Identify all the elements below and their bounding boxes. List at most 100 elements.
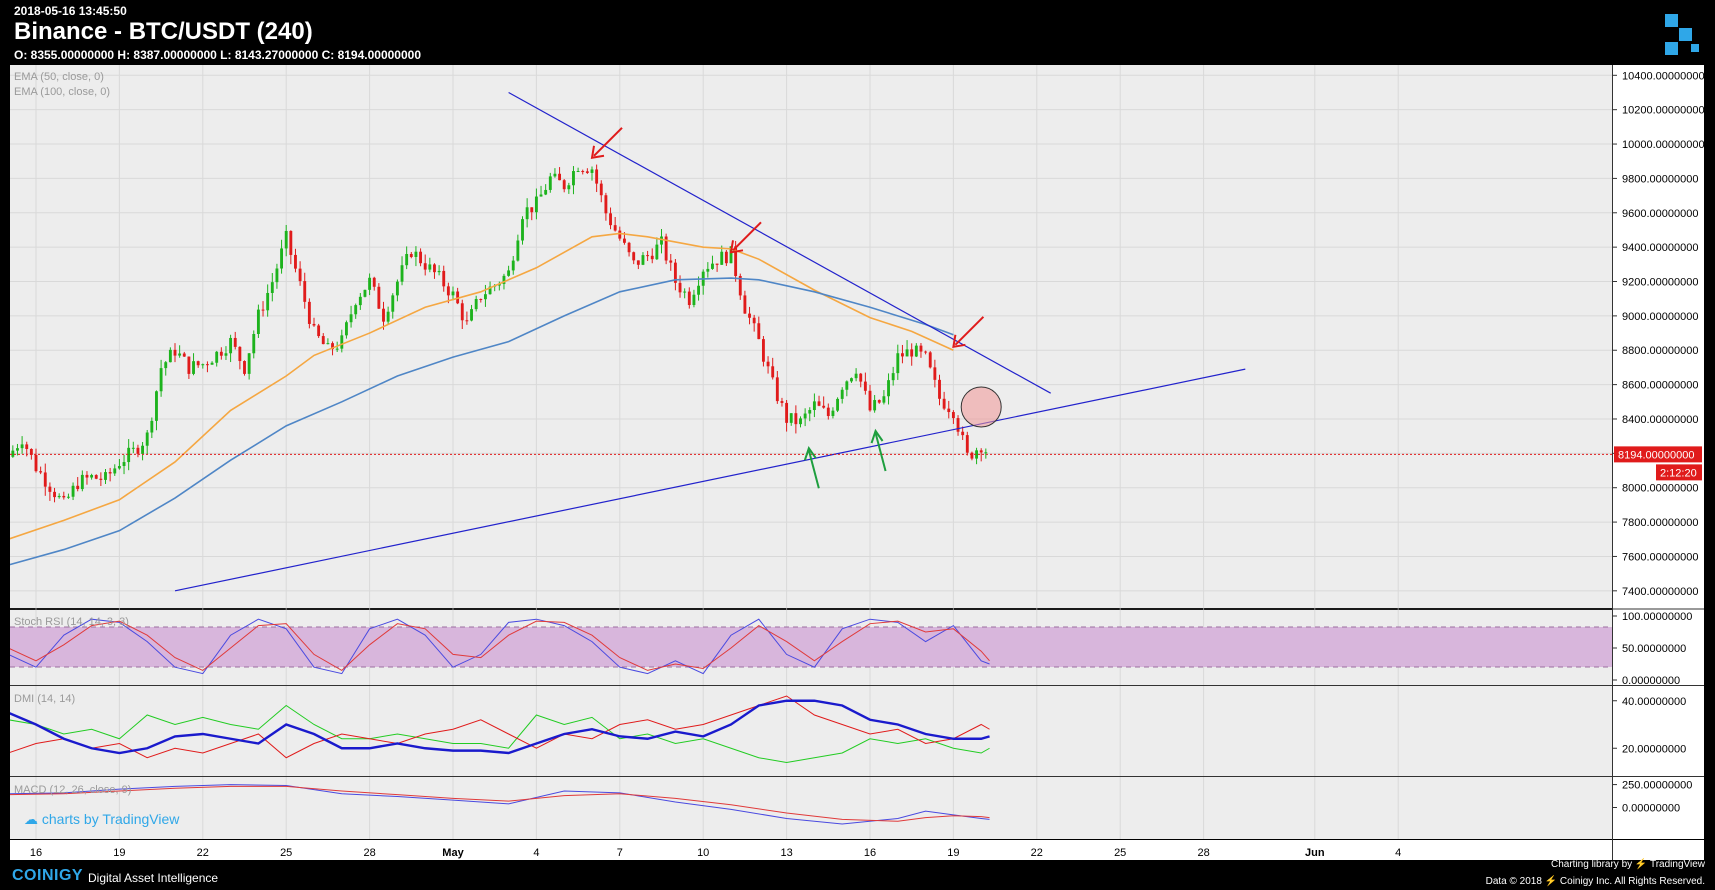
x-tick-label: 25 [280,847,292,859]
candle-down [76,485,80,490]
main-pane[interactable] [10,65,1612,608]
candle-down [442,270,446,287]
x-tick-label: 10 [697,847,709,859]
candle-up [414,251,418,257]
candle-up [873,400,877,411]
candle-down [382,308,385,322]
candle-down [53,491,56,498]
candle-down [757,323,761,340]
candle-down [868,390,872,411]
candle-up [215,351,219,363]
y-tick-label: 250.00000000 [1622,780,1692,792]
x-tick-label: 19 [113,847,125,859]
candle-down [321,336,325,345]
tradingview-watermark-text: charts by TradingView [41,811,180,827]
y-tick-label: 8800.00000000 [1622,345,1698,357]
dmi-pane[interactable] [10,686,1612,776]
candle-up [521,219,524,241]
candle-up [131,447,135,449]
candle-up [914,345,918,357]
candle-down [99,478,103,480]
candle-up [405,253,409,266]
candle-down [752,317,756,324]
uptrend-line [174,368,1246,592]
candle-up [641,255,645,265]
candle-up [497,283,501,286]
candle-down [687,291,691,306]
candle-down [738,276,742,296]
red-arrow-head [729,240,744,254]
candle-up [90,475,94,478]
candle-down [219,351,223,356]
candle-up [437,270,441,273]
candle-down [312,323,316,326]
candle-up [511,260,515,271]
candle-down [243,361,246,374]
candle-up [252,333,256,354]
ohlc-readout: O: 8355.00000000 H: 8387.00000000 L: 814… [14,48,421,62]
candle-up [548,176,552,190]
macd-line [10,784,990,825]
candle-up [210,362,214,365]
candle-down [289,230,293,255]
candle-down [446,286,450,296]
candle-down [377,286,381,309]
candle-down [979,450,983,453]
candle-up [706,268,710,272]
candle-up [266,292,270,311]
candle-up [229,337,233,354]
x-tick-label: 4 [1395,847,1401,859]
candle-up [224,353,228,356]
red-arrow-head [952,334,966,349]
candle-down [771,366,775,378]
footer-tagline: Digital Asset Intelligence [88,871,219,885]
candle-up [683,291,687,293]
candle-up [553,173,557,177]
candle-down [900,353,904,357]
candle-down [562,180,566,190]
footer-library-credit: Charting library by ⚡ TradingView [1551,859,1705,870]
candle-up [141,445,145,454]
candle-up [122,462,126,467]
candle-down [29,448,33,455]
macd-pane[interactable] [10,777,1612,839]
candle-down [307,301,311,324]
candle-down [859,373,863,382]
y-tick-label: 8400.00000000 [1622,414,1698,426]
x-tick-label: 13 [780,847,792,859]
candle-up [280,248,284,269]
candle-down [303,281,307,302]
candle-up [395,281,399,296]
stoch-k-line [10,618,990,675]
candle-down [331,343,334,350]
coinigy-logo-icon [1665,14,1699,55]
candle-down [956,418,960,432]
tradingview-watermark: ☁ charts by TradingView [24,811,179,828]
candle-down [456,291,460,304]
candle-up [905,349,909,357]
time-axis[interactable] [10,840,1704,860]
candle-down [62,495,66,498]
candle-up [178,353,182,356]
candle-down [182,353,186,357]
candle-up [567,185,571,190]
candle-up [483,294,487,300]
di-plus-line [10,704,990,764]
candle-down [669,260,673,263]
ema100-legend: EMA (100, close, 0) [14,86,110,98]
candle-down [39,471,43,473]
candle-up [344,322,348,336]
candle-down [961,431,965,436]
candle-down [664,236,668,261]
candle-up [697,285,701,295]
candle-down [187,356,191,374]
candle-down [465,320,469,322]
candle-down [627,242,631,253]
candle-down [34,454,38,472]
candle-up [720,251,724,265]
red-arrow-shaft [732,221,762,252]
x-tick-label: 7 [617,847,623,859]
candle-up [192,361,195,374]
